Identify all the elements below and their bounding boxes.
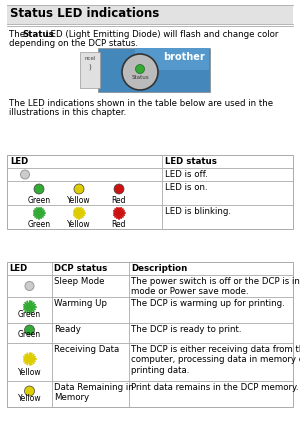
Text: LED is on.: LED is on. (165, 183, 208, 192)
Circle shape (77, 211, 81, 215)
Text: Sleep Mode: Sleep Mode (54, 277, 104, 286)
Text: DCP status: DCP status (54, 264, 107, 273)
Circle shape (27, 357, 32, 361)
Text: The DCP is warming up for printing.: The DCP is warming up for printing. (131, 299, 285, 308)
Circle shape (25, 325, 34, 335)
Bar (135, 48, 209, 70)
Text: Receiving Data: Receiving Data (54, 345, 119, 354)
Bar (7, 155, 293, 229)
Text: Green: Green (18, 330, 41, 339)
Text: Green: Green (27, 220, 51, 229)
Text: illustrations in this chapter.: illustrations in this chapter. (9, 108, 126, 117)
Text: LED: LED (9, 264, 27, 273)
Bar (80, 52, 100, 88)
Text: Status: Status (131, 75, 149, 80)
Text: Green: Green (18, 310, 41, 319)
Text: Yellow: Yellow (18, 368, 41, 377)
Text: Warming Up: Warming Up (54, 299, 107, 308)
Text: LED is off.: LED is off. (165, 170, 208, 179)
Text: brother: brother (163, 52, 205, 62)
Circle shape (74, 184, 84, 194)
Circle shape (37, 211, 41, 215)
Text: Ready: Ready (54, 325, 81, 334)
Text: The LED indications shown in the table below are used in the: The LED indications shown in the table b… (9, 99, 273, 108)
Text: Red: Red (112, 220, 126, 229)
Text: LED: LED (10, 157, 28, 166)
Text: The DCP is ready to print.: The DCP is ready to print. (131, 325, 242, 334)
Text: Yellow: Yellow (67, 196, 91, 205)
Text: Data Remaining in
Memory: Data Remaining in Memory (54, 383, 134, 403)
Text: LED status: LED status (165, 157, 217, 166)
Text: The: The (9, 30, 28, 39)
Circle shape (114, 184, 124, 194)
Circle shape (34, 184, 44, 194)
Text: Red: Red (112, 196, 126, 205)
Bar (7, 5, 293, 24)
Text: The power switch is off or the DCP is in Sleep
mode or Power save mode.: The power switch is off or the DCP is in… (131, 277, 300, 296)
Text: LED (Light Emitting Diode) will flash and change color: LED (Light Emitting Diode) will flash an… (43, 30, 278, 39)
Circle shape (117, 211, 121, 215)
Text: Yellow: Yellow (18, 394, 41, 403)
Text: ): ) (88, 63, 92, 69)
Text: Status LED indications: Status LED indications (10, 7, 159, 20)
Bar (98, 48, 210, 92)
Text: The DCP is either receiving data from the
computer, processing data in memory or: The DCP is either receiving data from th… (131, 345, 300, 375)
Text: Green: Green (27, 196, 51, 205)
Circle shape (25, 386, 34, 396)
Text: Print data remains in the DCP memory.: Print data remains in the DCP memory. (131, 383, 298, 392)
Text: LED is blinking.: LED is blinking. (165, 207, 231, 216)
Text: ncel: ncel (84, 56, 96, 61)
Circle shape (136, 64, 145, 74)
Bar (7, 262, 293, 407)
Circle shape (122, 54, 158, 90)
Circle shape (27, 305, 32, 309)
Circle shape (20, 170, 29, 179)
Text: depending on the DCP status.: depending on the DCP status. (9, 39, 138, 48)
Circle shape (25, 282, 34, 291)
Text: Status: Status (22, 30, 54, 39)
Text: Description: Description (131, 264, 187, 273)
Text: Yellow: Yellow (67, 220, 91, 229)
